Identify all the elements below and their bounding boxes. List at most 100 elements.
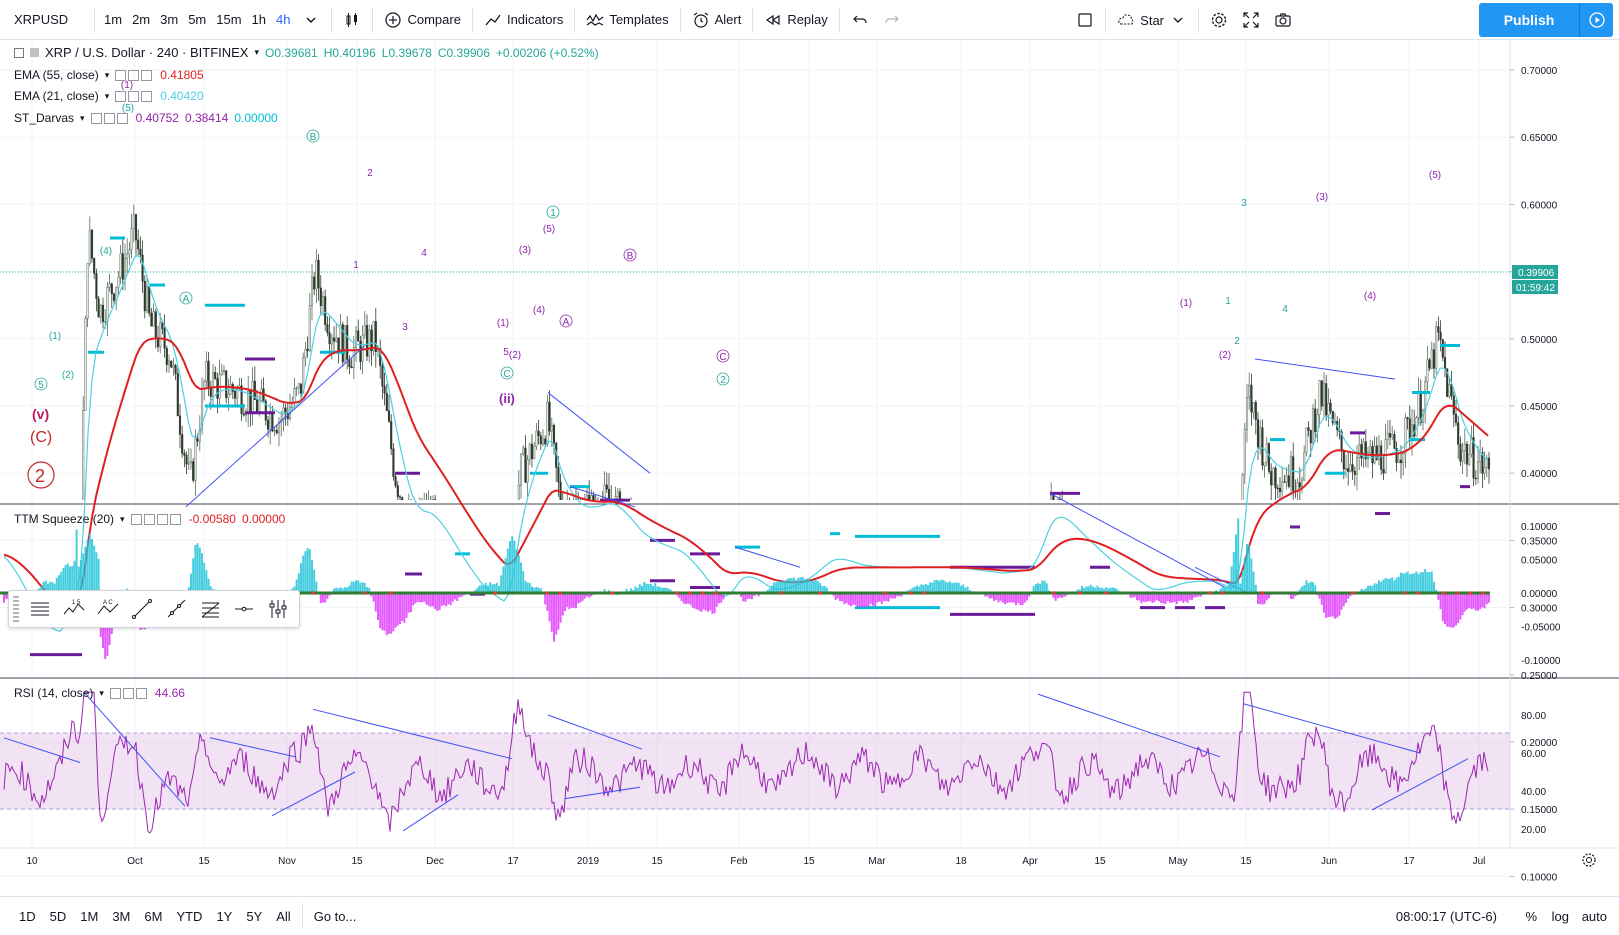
star-button[interactable]: Star — [1110, 5, 1194, 35]
log-scale-button[interactable]: log — [1551, 909, 1569, 924]
ema21-title[interactable]: EMA (21, close) — [14, 89, 99, 103]
interval-4h[interactable]: 4h — [276, 12, 291, 27]
range-1y[interactable]: 1Y — [216, 908, 233, 924]
rsi-title[interactable]: RSI (14, close) — [14, 686, 94, 700]
legend-controls[interactable] — [115, 90, 153, 102]
publish-dropdown-button[interactable] — [1579, 3, 1613, 37]
templates-button[interactable]: Templates — [579, 5, 675, 35]
chevron-down-icon[interactable]: ▾ — [104, 90, 110, 101]
close-icon[interactable] — [141, 69, 153, 81]
time-axis[interactable]: 10 Oct 15 Nov 15 Dec 17 2019 15 Feb 15 Mar 18 Apr 15 Ma… — [26, 856, 1485, 867]
tool-horizontal-lines[interactable] — [23, 592, 57, 626]
candle-body — [552, 425, 556, 444]
range-5d[interactable]: 5D — [49, 908, 67, 924]
fib-icon — [201, 602, 220, 618]
tool-horizontal-ray[interactable] — [227, 592, 261, 626]
eye-icon[interactable] — [90, 112, 102, 124]
range-5y[interactable]: 5Y — [246, 908, 263, 924]
eye-icon[interactable] — [115, 69, 127, 81]
legend-controls[interactable] — [115, 69, 153, 81]
range-1m[interactable]: 1M — [80, 908, 99, 924]
candle-body — [408, 509, 410, 514]
time-axis-settings[interactable] — [1581, 852, 1597, 868]
tool-ray[interactable] — [159, 592, 193, 626]
chevron-down-icon[interactable]: ▾ — [99, 687, 104, 698]
fullscreen-chart-button[interactable] — [1069, 5, 1101, 35]
separator — [331, 6, 333, 33]
series-title[interactable]: XRP / U.S. Dollar · 240 · BITFINEX — [45, 45, 249, 60]
chevron-down-icon[interactable]: ▾ — [80, 112, 85, 123]
tool-wave-15[interactable]: 1 5 — [57, 592, 91, 626]
ttm-axis[interactable]: 0.10000 0.05000 0.00000 -0.05000 -0.10000 — [1521, 522, 1561, 667]
candle-body — [3, 562, 5, 563]
eye-icon[interactable] — [130, 513, 142, 525]
close-icon[interactable] — [169, 513, 181, 525]
gear-icon[interactable] — [143, 513, 155, 525]
interval-2m[interactable]: 2m — [132, 12, 151, 27]
gear-icon[interactable] — [103, 112, 115, 124]
tool-trend-line[interactable] — [125, 592, 159, 626]
tool-fib[interactable] — [193, 592, 227, 626]
candle-body — [1245, 397, 1249, 430]
auto-scale-button[interactable]: auto — [1581, 909, 1607, 924]
legend-controls[interactable] — [130, 513, 181, 525]
range-6m[interactable]: 6M — [144, 908, 163, 924]
tool-wave-abc[interactable]: A C — [91, 592, 125, 626]
close-icon[interactable] — [116, 112, 128, 124]
close-icon[interactable] — [141, 90, 153, 102]
tool-settings[interactable] — [261, 592, 295, 626]
snapshot-button[interactable] — [1267, 5, 1299, 35]
alert-button[interactable]: Alert — [685, 5, 749, 35]
undo-button[interactable] — [844, 5, 876, 35]
ttm-dot — [688, 591, 692, 595]
interval-3m[interactable]: 3m — [160, 12, 179, 27]
publish-button[interactable]: Publish — [1479, 3, 1579, 37]
ttm-title[interactable]: TTM Squeeze (20) — [14, 512, 115, 526]
close-icon[interactable] — [135, 687, 147, 699]
chevron-down-icon[interactable]: ▾ — [254, 47, 260, 57]
interval-5m[interactable]: 5m — [188, 12, 207, 27]
chart-canvas[interactable]: 5(2)(1)(4)(5)(1)AB2134C(2)5(1)(3)(4)(5)1… — [0, 40, 1619, 935]
settings-button[interactable] — [1203, 5, 1235, 35]
interval-dropdown[interactable] — [295, 5, 327, 35]
candle-body — [903, 571, 905, 579]
range-3m[interactable]: 3M — [112, 908, 131, 924]
range-ytd[interactable]: YTD — [176, 908, 203, 924]
compare-button[interactable]: Compare — [377, 5, 467, 35]
interval-15m[interactable]: 15m — [216, 12, 242, 27]
candle-body — [12, 573, 14, 579]
goto-button[interactable]: Go to... — [313, 908, 357, 924]
gear-icon[interactable] — [128, 69, 140, 81]
legend-controls[interactable] — [90, 112, 128, 124]
range-all[interactable]: All — [276, 908, 291, 924]
clock[interactable]: 08:00:17 (UTC-6) — [1395, 909, 1497, 924]
ttm-dot — [1208, 591, 1212, 595]
eye-icon[interactable] — [109, 687, 121, 699]
collapse-icon[interactable] — [14, 47, 24, 58]
price-axis[interactable]: 0.700000.650000.600000.550000.500000.450… — [1510, 66, 1558, 883]
symbol-search[interactable]: XRPUSD — [14, 12, 69, 27]
range-1d[interactable]: 1D — [19, 908, 36, 924]
eye-icon[interactable] — [115, 90, 127, 102]
replay-button[interactable]: Replay — [757, 5, 834, 35]
candle-body — [1281, 481, 1284, 492]
darvas-title[interactable]: ST_Darvas — [14, 111, 75, 125]
legend-controls[interactable] — [109, 687, 147, 699]
interval-1h[interactable]: 1h — [251, 12, 267, 27]
fullscreen-button[interactable] — [1235, 5, 1267, 35]
candle-body — [95, 273, 98, 299]
percent-scale-button[interactable]: % — [1525, 909, 1537, 924]
chart-type-button[interactable] — [336, 5, 368, 35]
chevron-down-icon[interactable]: ▾ — [120, 513, 125, 524]
ema55-title[interactable]: EMA (55, close) — [14, 68, 99, 82]
wave-label: (5) — [1429, 170, 1441, 181]
rsi-axis[interactable]: 80.00 60.00 40.00 20.00 — [1521, 711, 1546, 836]
redo-button[interactable] — [876, 5, 908, 35]
interval-1m[interactable]: 1m — [104, 12, 123, 27]
indicators-button[interactable]: Indicators — [477, 5, 570, 35]
chevron-down-icon[interactable]: ▾ — [104, 69, 110, 80]
code-icon[interactable] — [156, 513, 168, 525]
gear-icon[interactable] — [122, 687, 134, 699]
gear-icon[interactable] — [128, 90, 140, 102]
drag-handle[interactable] — [13, 596, 19, 622]
